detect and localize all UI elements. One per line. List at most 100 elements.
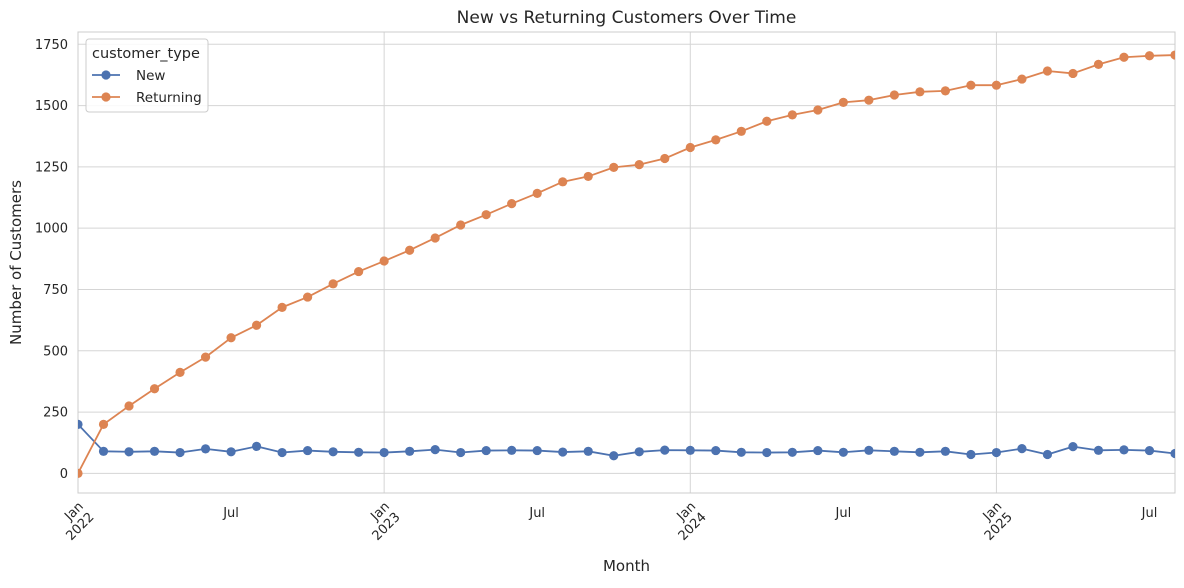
legend-marker — [101, 92, 111, 102]
data-point — [813, 105, 823, 115]
data-point — [98, 446, 109, 456]
legend-item-returning: Returning — [92, 90, 202, 106]
y-tick-label: 750 — [43, 283, 68, 298]
data-point — [251, 320, 262, 330]
data-point — [251, 441, 262, 452]
data-point — [1017, 444, 1027, 454]
data-point — [864, 95, 874, 105]
data-point — [583, 446, 593, 456]
data-point — [1093, 59, 1104, 69]
data-point — [456, 447, 466, 458]
data-point — [328, 279, 338, 289]
y-tick-label: 1750 — [35, 38, 68, 53]
legend-label: Returning — [136, 90, 202, 106]
data-point — [1017, 74, 1027, 84]
data-point — [456, 220, 466, 230]
legend-box — [85, 38, 209, 113]
data-point — [787, 110, 797, 120]
series-new — [78, 419, 1175, 461]
data-point — [1042, 66, 1053, 76]
y-tick-label: 0 — [60, 467, 68, 482]
data-point — [1042, 449, 1053, 460]
data-point — [889, 446, 899, 456]
data-point — [405, 245, 415, 255]
data-point — [200, 352, 211, 362]
data-point — [532, 188, 542, 198]
data-point — [430, 233, 440, 243]
data-point — [558, 177, 568, 187]
data-point — [507, 199, 517, 209]
data-point — [149, 446, 160, 456]
data-point — [303, 445, 313, 456]
data-point — [762, 447, 772, 458]
data-point — [226, 447, 236, 457]
legend-marker — [101, 70, 111, 80]
legend-title: customer_type — [92, 46, 200, 62]
data-point — [1119, 445, 1129, 455]
data-point — [609, 451, 619, 461]
data-point — [660, 445, 670, 455]
chart-title: New vs Returning Customers Over Time — [457, 8, 797, 28]
data-point — [634, 160, 644, 170]
data-point — [328, 447, 338, 457]
data-point — [685, 445, 695, 455]
data-point — [583, 171, 593, 182]
data-point — [813, 445, 823, 456]
data-point — [685, 142, 695, 153]
data-point — [149, 384, 160, 394]
y-tick-label: 1250 — [35, 160, 68, 175]
legend-label: New — [136, 68, 165, 84]
data-point — [175, 447, 185, 458]
data-point — [991, 80, 1002, 90]
data-point — [889, 90, 899, 100]
data-point — [558, 447, 568, 457]
data-point — [736, 126, 746, 136]
legend: customer_type New Returning — [85, 38, 209, 113]
data-point — [78, 419, 83, 429]
y-tick-labels: 0 250 500 750 1000 1250 1500 1750 — [35, 38, 68, 482]
data-point — [124, 401, 134, 411]
data-point — [838, 97, 848, 107]
data-point — [1144, 445, 1155, 456]
data-point — [966, 80, 976, 90]
data-point — [736, 447, 746, 457]
data-point — [175, 367, 185, 377]
data-point — [1068, 442, 1078, 452]
data-point — [1144, 51, 1155, 61]
y-tick-label: 1000 — [35, 222, 68, 237]
data-point — [200, 444, 211, 454]
x-tick-label: Jul — [835, 506, 852, 521]
data-point — [966, 449, 976, 460]
data-point — [915, 447, 925, 457]
data-point — [405, 446, 415, 456]
series-layer — [78, 50, 1175, 478]
data-point — [1170, 50, 1175, 60]
data-point — [940, 86, 950, 96]
legend-items: New Returning — [92, 68, 202, 106]
data-point — [940, 446, 950, 456]
x-tick-label: Jul — [1141, 506, 1158, 521]
y-tick-label: 500 — [43, 344, 68, 359]
data-point — [78, 468, 83, 478]
data-point — [711, 445, 721, 456]
data-point — [481, 210, 491, 220]
data-point — [354, 266, 364, 277]
legend-item-new: New — [92, 68, 165, 84]
plot-frame — [77, 31, 1176, 494]
series-returning — [78, 50, 1175, 478]
data-point — [1068, 68, 1078, 79]
data-point — [379, 447, 389, 458]
x-tick-label: Jul — [528, 506, 545, 521]
x-tick-label: Jul — [222, 506, 239, 521]
data-point — [507, 445, 517, 455]
data-point — [354, 447, 364, 457]
data-point — [124, 447, 134, 457]
data-point — [838, 447, 848, 457]
data-point — [303, 292, 313, 302]
data-point — [277, 447, 287, 458]
y-tick-label: 250 — [43, 406, 68, 421]
data-point — [1093, 445, 1104, 455]
data-point — [864, 445, 874, 455]
